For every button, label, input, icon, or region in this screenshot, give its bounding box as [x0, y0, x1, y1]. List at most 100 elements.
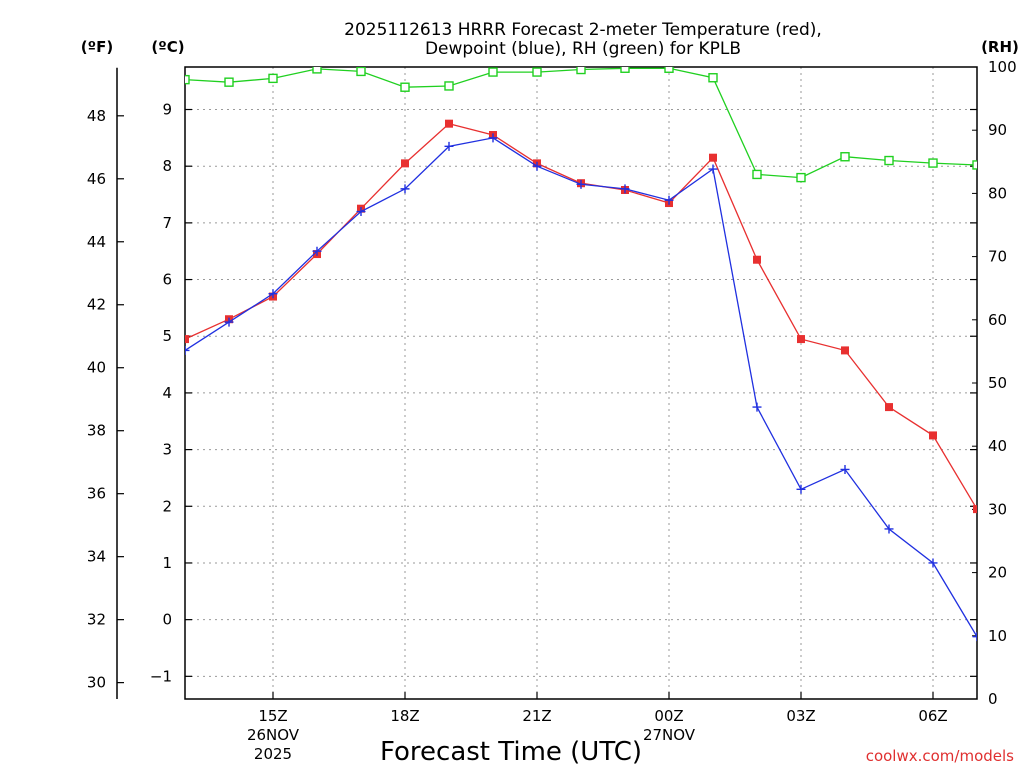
dewpoint-point	[664, 195, 674, 205]
rh-point	[488, 67, 498, 77]
dewpoint-point	[356, 207, 366, 217]
series-clip-group	[185, 67, 1024, 709]
dewpoint-point	[840, 464, 850, 474]
celsius-unit-label: (ºC)	[151, 38, 184, 56]
rh-tick-label: 60	[988, 311, 1007, 329]
dewpoint-point	[972, 632, 977, 642]
celsius-tick-label: 5	[162, 327, 172, 345]
temperature-point	[1017, 579, 1024, 587]
temperature-point	[797, 335, 805, 344]
rh-point	[444, 81, 454, 91]
rh-tick-label: 100	[988, 58, 1017, 76]
celsius-tick-label: 2	[162, 497, 172, 515]
x-tick-label: 18Z	[390, 707, 419, 725]
celsius-tick-label: −1	[150, 667, 172, 685]
dewpoint-point	[928, 558, 938, 568]
grid-lines	[185, 67, 977, 699]
dewpoint-point	[185, 345, 190, 355]
x-date-label: 27NOV	[643, 726, 696, 744]
fahrenheit-tick-label: 44	[87, 233, 106, 251]
rh-unit-label: (RH)	[981, 38, 1019, 56]
dewpoint-point	[752, 402, 762, 412]
fahrenheit-tick-label: 40	[87, 359, 106, 377]
rh-point	[796, 172, 806, 183]
fahrenheit-tick-label: 48	[87, 107, 106, 125]
rh-tick-label: 50	[988, 374, 1007, 392]
temperature-point	[885, 403, 893, 412]
dewpoint-point	[576, 179, 586, 189]
x-tick-label: 15Z	[258, 707, 287, 725]
dewpoint-point	[884, 524, 894, 534]
rh-point	[884, 155, 894, 166]
celsius-tick-label: 4	[162, 384, 172, 402]
x-tick-label: 06Z	[918, 707, 947, 725]
dewpoint-point	[620, 184, 630, 194]
dewpoint-point	[532, 161, 542, 171]
x-axis-title: Forecast Time (UTC)	[380, 737, 642, 767]
rh-tick-label: 20	[988, 564, 1007, 582]
dewpoint-point	[488, 133, 498, 143]
rh-point	[356, 67, 366, 77]
fahrenheit-tick-label: 36	[87, 485, 106, 503]
dewpoint-point	[224, 317, 234, 327]
fahrenheit-tick-label: 38	[87, 422, 106, 440]
series-group	[185, 67, 1024, 709]
dewpoint-point	[400, 184, 410, 194]
fahrenheit-tick-label: 30	[87, 674, 106, 692]
axes: −101234567893032343638404244464801020304…	[87, 58, 1017, 763]
temperature-point	[841, 346, 849, 355]
temperature-point	[973, 505, 977, 514]
rh-tick-label: 0	[988, 690, 998, 708]
dewpoint-point	[312, 246, 322, 256]
x-tick-label: 00Z	[654, 707, 683, 725]
rh-tick-label: 80	[988, 184, 1007, 202]
rh-tick-label: 90	[988, 121, 1007, 139]
rh-point	[576, 67, 586, 75]
dewpoint-point	[1017, 700, 1024, 709]
temperature-point	[185, 335, 189, 344]
dewpoint-point	[268, 289, 278, 299]
rh-point	[708, 73, 718, 83]
fahrenheit-unit-label: (ºF)	[81, 38, 113, 56]
rh-point	[620, 67, 630, 73]
rh-point	[312, 67, 322, 74]
rh-tick-label: 70	[988, 248, 1007, 266]
rh-point	[972, 160, 977, 170]
temperature-point	[709, 153, 717, 162]
rh-line	[185, 67, 977, 179]
dewpoint-point	[444, 141, 454, 151]
celsius-tick-label: 6	[162, 271, 172, 289]
rh-point	[928, 158, 938, 168]
x-tick-label: 21Z	[522, 707, 551, 725]
rh-point	[840, 152, 850, 162]
fahrenheit-tick-label: 32	[87, 611, 106, 629]
rh-point	[1017, 163, 1024, 171]
fahrenheit-tick-label: 34	[87, 548, 106, 566]
celsius-tick-label: 8	[162, 157, 172, 175]
fahrenheit-tick-label: 42	[87, 296, 106, 314]
chart-title-line2: Dewpoint (blue), RH (green) for KPLB	[425, 39, 741, 59]
x-date-label: 26NOV	[247, 726, 300, 744]
dewpoint-point	[796, 484, 806, 494]
temperature-line	[185, 122, 977, 511]
rh-point	[400, 82, 410, 92]
rh-tick-label: 10	[988, 627, 1007, 645]
rh-point	[752, 169, 762, 180]
rh-point	[532, 67, 542, 77]
celsius-tick-label: 9	[162, 101, 172, 119]
celsius-tick-label: 3	[162, 441, 172, 459]
celsius-tick-label: 1	[162, 554, 172, 572]
temperature-point	[401, 159, 409, 168]
rh-point	[664, 67, 674, 73]
source-credit: coolwx.com/models	[866, 747, 1014, 765]
temperature-point	[445, 119, 453, 128]
dewpoint-point	[708, 164, 718, 174]
temperature-point	[929, 431, 937, 440]
chart-title-line1: 2025112613 HRRR Forecast 2-meter Tempera…	[344, 20, 822, 40]
dewpoint-line	[185, 137, 977, 638]
plot-frame	[184, 66, 978, 700]
x-tick-label: 03Z	[786, 707, 815, 725]
celsius-tick-label: 0	[162, 611, 172, 629]
rh-point	[268, 73, 278, 84]
